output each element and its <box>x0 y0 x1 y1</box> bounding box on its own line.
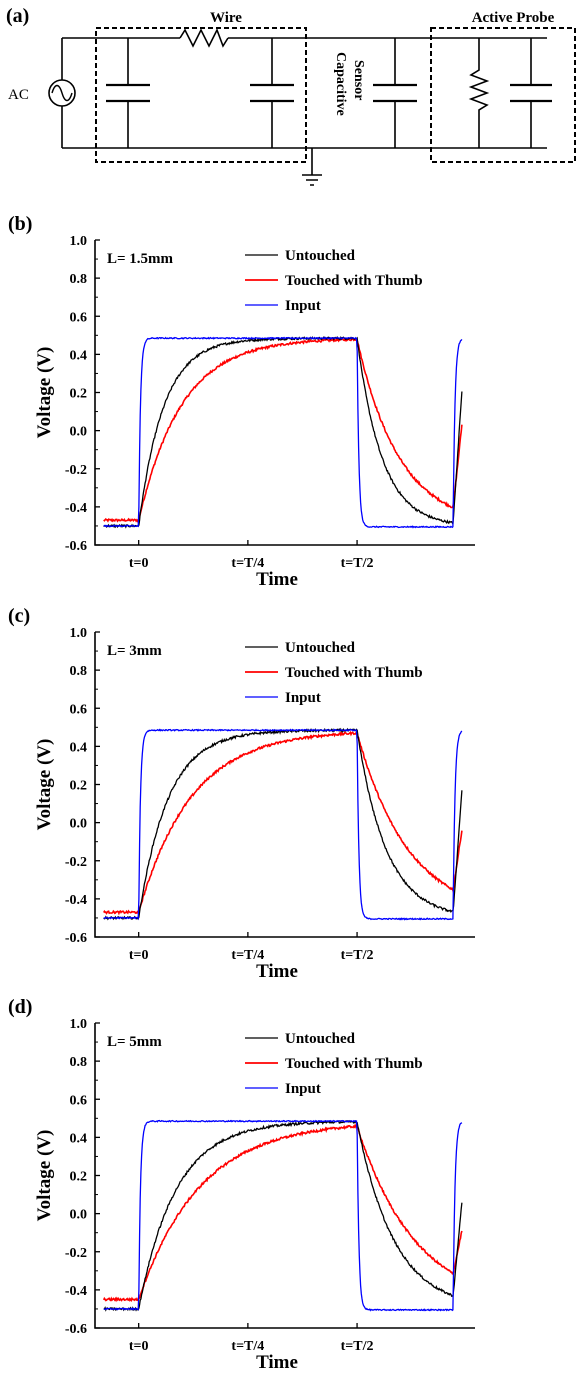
y-tick-label: 0.0 <box>70 425 88 440</box>
chart-panel-b: (b) -0.6 -0.4 -0.2 0.0 0.2 0.4 0.6 0.8 1.0 t=0 t=T/… <box>8 213 475 590</box>
y-tick-label: 0.6 <box>70 310 88 325</box>
y-tick-label: 0.2 <box>70 1170 88 1185</box>
x-tick-label: t=0 <box>129 556 149 571</box>
y-tick-label: 1.0 <box>70 1017 88 1032</box>
legend-label: Input <box>285 298 321 314</box>
y-tick-label: 0.4 <box>70 740 88 755</box>
legend-label: Untouched <box>285 1031 356 1047</box>
legend-label: Input <box>285 1081 321 1097</box>
x-tick-label: t=T/2 <box>341 1339 374 1354</box>
y-tick-label: 0.6 <box>70 1093 88 1108</box>
probe-resistor-symbol <box>468 38 490 148</box>
x-tick-label: t=T/4 <box>231 1339 264 1354</box>
probe-label: Active Probe <box>472 10 555 26</box>
y-tick-label: -0.2 <box>65 1246 87 1261</box>
y-tick-label: 0.0 <box>70 1208 88 1223</box>
circuit-diagram: (a) AC Capacitive Sensor <box>6 5 576 186</box>
length-annotation: L= 3mm <box>107 643 162 659</box>
y-tick-label: 0.6 <box>70 702 88 717</box>
y-tick-label: 0.2 <box>70 779 88 794</box>
chart-panel-d: (d) -0.6 -0.4 -0.2 0.0 0.2 0.4 0.6 0.8 1.0 t=0 t=T/… <box>8 996 475 1373</box>
y-tick-label: 0.8 <box>70 1055 88 1070</box>
sensor-label-line2: Sensor <box>351 60 366 100</box>
y-tick-label: -0.2 <box>65 855 87 870</box>
probe-dashed-box <box>430 27 576 163</box>
legend-label: Untouched <box>285 248 356 264</box>
y-tick-label: -0.6 <box>65 931 87 946</box>
ground-icon <box>302 148 322 186</box>
wire-resistor-symbol <box>179 28 229 48</box>
panel-label: (b) <box>8 213 32 235</box>
x-axis-title: Time <box>256 961 298 982</box>
chart-panel-c: (c) -0.6 -0.4 -0.2 0.0 0.2 0.4 0.6 0.8 1.0 t=0 t=T/… <box>8 605 475 982</box>
y-axis-title: Voltage (V) <box>34 1130 55 1222</box>
y-tick-label: 0.4 <box>70 348 88 363</box>
y-tick-label: 0.0 <box>70 817 88 832</box>
x-tick-label: t=0 <box>129 1339 149 1354</box>
panel-label: (d) <box>8 996 32 1018</box>
ac-sine-icon <box>51 84 73 102</box>
y-tick-label: -0.2 <box>65 463 87 478</box>
length-annotation: L= 1.5mm <box>107 251 174 267</box>
y-tick-label: -0.4 <box>65 893 87 908</box>
wire-capacitor-right <box>250 38 294 148</box>
legend-label: Untouched <box>285 640 356 656</box>
y-tick-label: 0.4 <box>70 1131 88 1146</box>
wire-label: Wire <box>210 10 242 26</box>
series-line-untouched <box>103 335 463 529</box>
legend-label: Touched with Thumb <box>285 273 423 289</box>
wire-capacitor-left <box>106 38 150 148</box>
y-tick-label: 0.8 <box>70 272 88 287</box>
y-tick-label: 0.8 <box>70 664 88 679</box>
x-tick-label: t=0 <box>129 948 149 963</box>
circuit-panel-label: (a) <box>6 5 29 27</box>
legend-label: Touched with Thumb <box>285 1056 423 1072</box>
series-line-input <box>103 728 463 921</box>
y-axis-title: Voltage (V) <box>34 739 55 831</box>
legend-label: Input <box>285 690 321 706</box>
y-tick-label: 0.2 <box>70 387 88 402</box>
y-tick-label: 1.0 <box>70 626 88 641</box>
y-axis-title: Voltage (V) <box>34 347 55 439</box>
ac-source-label: AC <box>8 87 29 103</box>
x-axis-title: Time <box>256 1352 298 1373</box>
wire-dashed-box <box>95 27 307 163</box>
y-tick-label: -0.4 <box>65 1284 87 1299</box>
series-line-untouched <box>103 727 463 921</box>
length-annotation: L= 5mm <box>107 1034 162 1050</box>
y-tick-label: -0.4 <box>65 501 87 516</box>
x-tick-label: t=T/4 <box>231 556 264 571</box>
series-line-input <box>103 336 463 529</box>
series-line-touched-with-thumb <box>103 336 463 523</box>
y-tick-label: 1.0 <box>70 234 88 249</box>
series-line-input <box>103 1119 463 1312</box>
probe-capacitor <box>510 38 552 148</box>
sensor-label-line1: Capacitive <box>333 52 348 116</box>
series-line-touched-with-thumb <box>102 1123 463 1303</box>
y-tick-label: -0.6 <box>65 1322 87 1337</box>
x-tick-label: t=T/4 <box>231 948 264 963</box>
panel-label: (c) <box>8 605 30 627</box>
sensor-capacitor <box>373 38 417 148</box>
legend-label: Touched with Thumb <box>285 665 423 681</box>
series-line-touched-with-thumb <box>103 730 463 916</box>
x-tick-label: t=T/2 <box>341 948 374 963</box>
x-axis-title: Time <box>256 569 298 590</box>
x-tick-label: t=T/2 <box>341 556 374 571</box>
y-tick-label: -0.6 <box>65 539 87 554</box>
series-line-untouched <box>103 1119 463 1312</box>
